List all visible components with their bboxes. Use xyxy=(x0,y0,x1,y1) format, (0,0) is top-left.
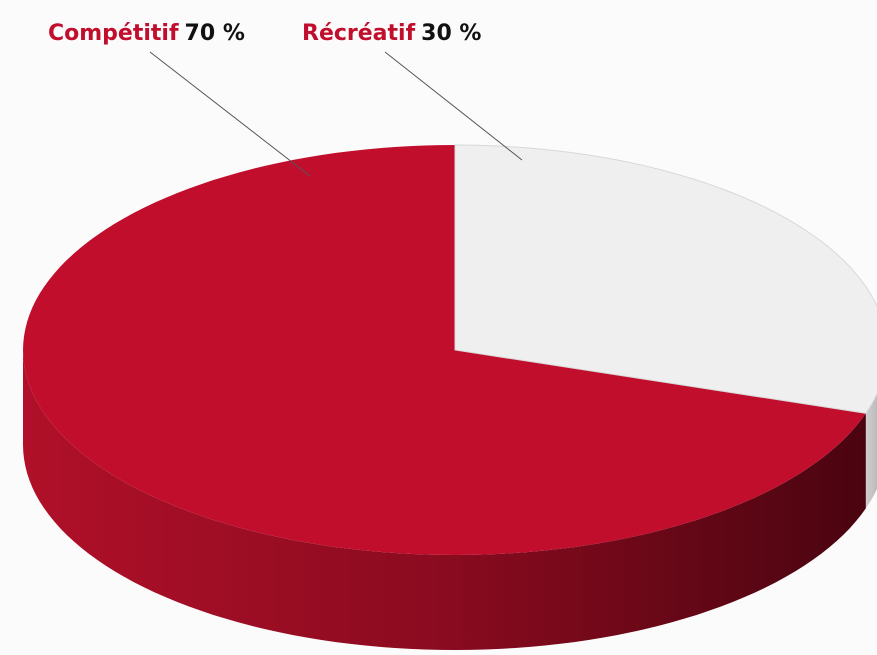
pie-side xyxy=(865,393,877,509)
pie-slice xyxy=(23,145,866,555)
label-name: Récréatif xyxy=(302,21,416,46)
label-value: 30 % xyxy=(421,21,481,46)
pie-side xyxy=(23,350,866,650)
label-value: 70 % xyxy=(185,21,245,46)
leader-line xyxy=(149,51,311,177)
data-label: Récréatif 30 % xyxy=(302,21,481,46)
label-name: Compétitif xyxy=(48,21,179,46)
leader-line xyxy=(384,51,523,161)
pie-slice xyxy=(454,144,877,414)
pie-tops xyxy=(23,144,877,555)
pie-sides xyxy=(23,350,877,650)
data-label: Compétitif 70 % xyxy=(48,21,245,46)
